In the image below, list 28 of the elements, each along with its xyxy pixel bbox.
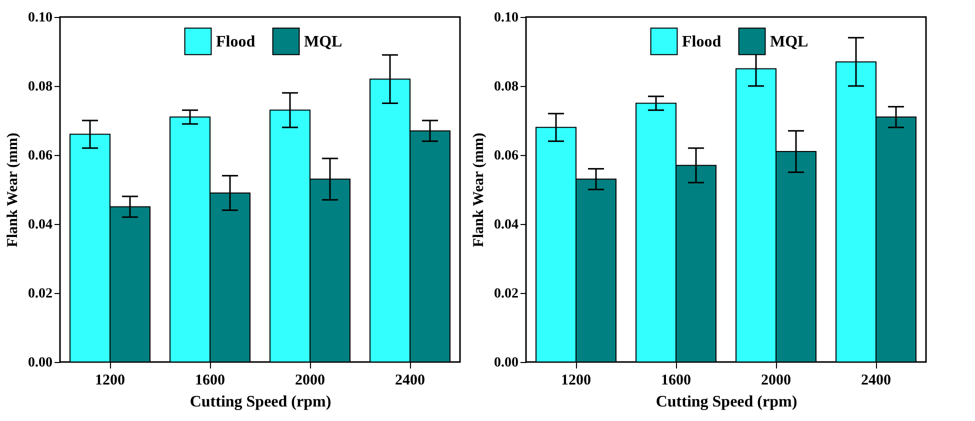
y-tick-label: 0.06 xyxy=(28,148,52,164)
x-tick-label: 1200 xyxy=(95,372,125,388)
y-tick-label: 0.02 xyxy=(28,286,52,302)
y-tick-label: 0.10 xyxy=(28,10,52,26)
x-tick-label: 2000 xyxy=(295,372,325,388)
legend-label: Flood xyxy=(216,33,256,50)
y-tick-label: 0.02 xyxy=(494,286,518,302)
y-tick-label: 0.06 xyxy=(494,148,518,164)
y-axis-title: Flank Wear (mm) xyxy=(5,132,21,248)
x-tick-label: 2000 xyxy=(761,372,791,388)
y-tick-label: 0.04 xyxy=(494,218,518,232)
x-tick-label: 1200 xyxy=(561,372,591,388)
y-tick-label: 0.08 xyxy=(28,80,52,94)
y-tick-label: 0.04 xyxy=(28,218,52,232)
legend-label: MQL xyxy=(770,33,808,50)
x-axis-title: Cutting Speed (rpm) xyxy=(190,394,332,410)
x-tick-label: 1600 xyxy=(661,372,691,388)
legend-label: Flood xyxy=(682,33,722,50)
y-tick-label: 0.00 xyxy=(28,356,52,370)
y-tick-label: 0.08 xyxy=(494,80,518,94)
x-tick-label: 1600 xyxy=(195,372,225,388)
x-tick-label: 2400 xyxy=(861,372,891,388)
y-tick-label: 0.10 xyxy=(494,10,518,26)
x-axis-title: Cutting Speed (rpm) xyxy=(656,394,798,410)
x-tick-label: 2400 xyxy=(395,372,425,388)
y-tick-label: 0.00 xyxy=(494,356,518,370)
legend-label: MQL xyxy=(304,33,342,50)
y-axis-title: Flank Wear (mm) xyxy=(471,132,487,248)
